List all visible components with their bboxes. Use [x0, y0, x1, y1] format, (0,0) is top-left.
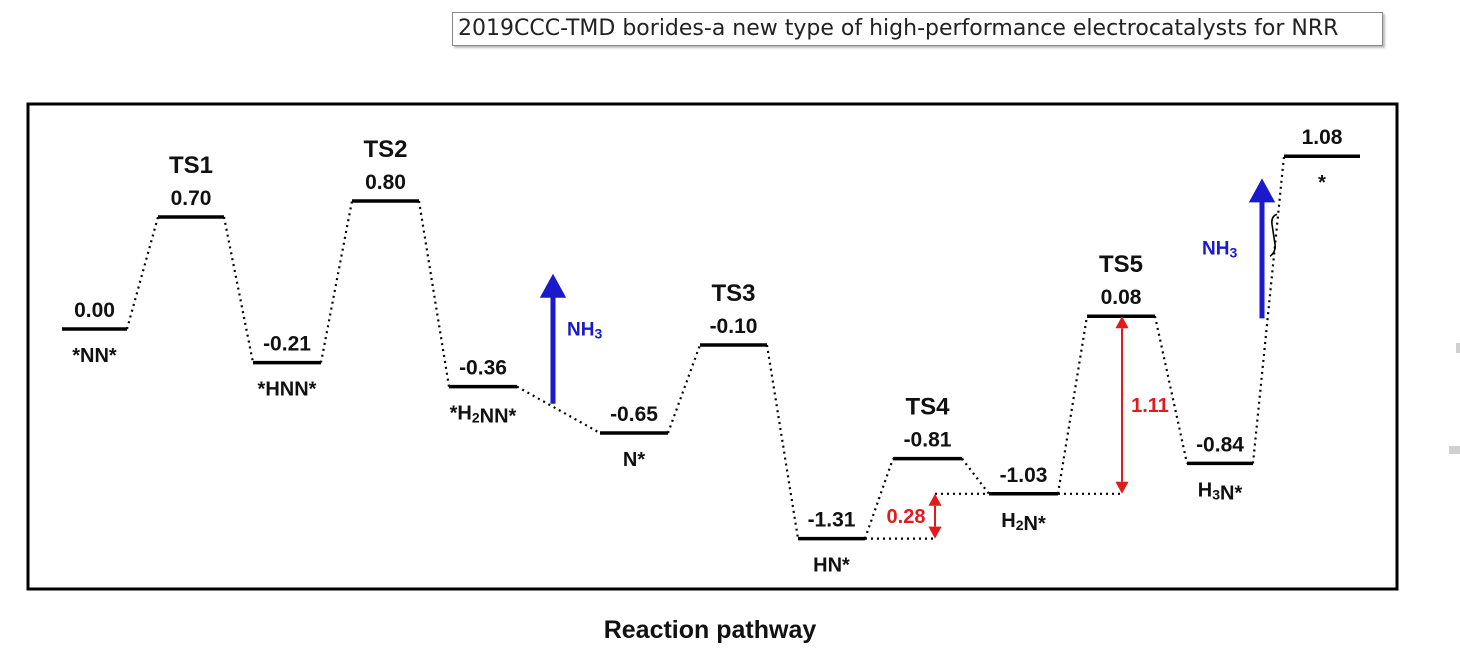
value-label-ts2: 0.80 — [365, 171, 406, 194]
connector-s3-ts3 — [666, 344, 702, 434]
ts-label-ts5: TS5 — [1099, 251, 1143, 278]
value-label-s0: 0.00 — [74, 299, 115, 322]
ts-label-ts3: TS3 — [711, 280, 755, 307]
value-label-s5: -1.03 — [1000, 464, 1048, 487]
x-axis-label: Reaction pathway — [604, 616, 817, 644]
plot-frame — [26, 102, 1399, 591]
connector-s5-ts5 — [1056, 316, 1089, 494]
value-label-ts4: -0.81 — [904, 429, 952, 452]
value-label-ts5: 0.08 — [1101, 286, 1142, 309]
connector-ts4-s5 — [961, 457, 990, 495]
species-label-s2: *H2NN* — [450, 403, 517, 428]
axis-break-mark — [1269, 213, 1278, 257]
species-label-s0: *NN* — [72, 345, 117, 367]
species-label-s5: H2N* — [1001, 510, 1046, 535]
value-label-s2: -0.36 — [459, 357, 507, 380]
ts-label-ts4: TS4 — [905, 394, 950, 421]
barrier-label-1: 0.28 — [887, 506, 926, 528]
connector-ts3-s4 — [765, 344, 800, 539]
nh3-label-2: NH3 — [1202, 238, 1237, 260]
value-label-s6: -0.84 — [1196, 433, 1244, 456]
connector-s0-ts1 — [125, 216, 160, 330]
ts-label-ts2: TS2 — [363, 136, 407, 163]
connector-ts5-s6 — [1153, 315, 1189, 464]
barrier-label-2: 1.11 — [1131, 395, 1169, 417]
connector-ts2-s2 — [417, 200, 451, 387]
nh3-label-1: NH3 — [567, 320, 602, 342]
side-marker-2 — [1449, 446, 1460, 454]
barrier-arrow-head-bottom-1 — [928, 526, 942, 539]
value-label-ts3: -0.10 — [710, 315, 758, 338]
species-label-s3: N* — [623, 449, 645, 471]
ts-label-ts1: TS1 — [169, 152, 213, 179]
value-label-s7: 1.08 — [1302, 126, 1343, 149]
barrier-arrow-head-bottom-2 — [1115, 481, 1129, 494]
species-label-s7: * — [1318, 172, 1326, 194]
nh3-arrow-head-2 — [1248, 178, 1276, 203]
connector-ts1-s1 — [222, 216, 255, 363]
barrier-arrow-head-top-2 — [1115, 316, 1129, 329]
connector-s4-ts4 — [863, 458, 895, 539]
value-label-s3: -0.65 — [610, 403, 658, 426]
species-label-s6: H3N* — [1198, 479, 1243, 504]
value-label-s4: -1.31 — [808, 509, 856, 532]
value-label-s1: -0.21 — [263, 333, 311, 356]
value-label-ts1: 0.70 — [171, 187, 212, 210]
nh3-arrow-head-1 — [539, 273, 567, 298]
connector-s2-s3 — [516, 385, 601, 434]
figure-caption: 2019CCC-TMD borides-a new type of high-p… — [452, 12, 1383, 46]
species-label-s1: *HNN* — [258, 379, 317, 401]
connector-s1-ts2 — [319, 200, 354, 363]
species-label-s4: HN* — [813, 555, 850, 577]
side-marker-1 — [1456, 343, 1460, 353]
barrier-arrow-head-top-1 — [928, 493, 942, 506]
